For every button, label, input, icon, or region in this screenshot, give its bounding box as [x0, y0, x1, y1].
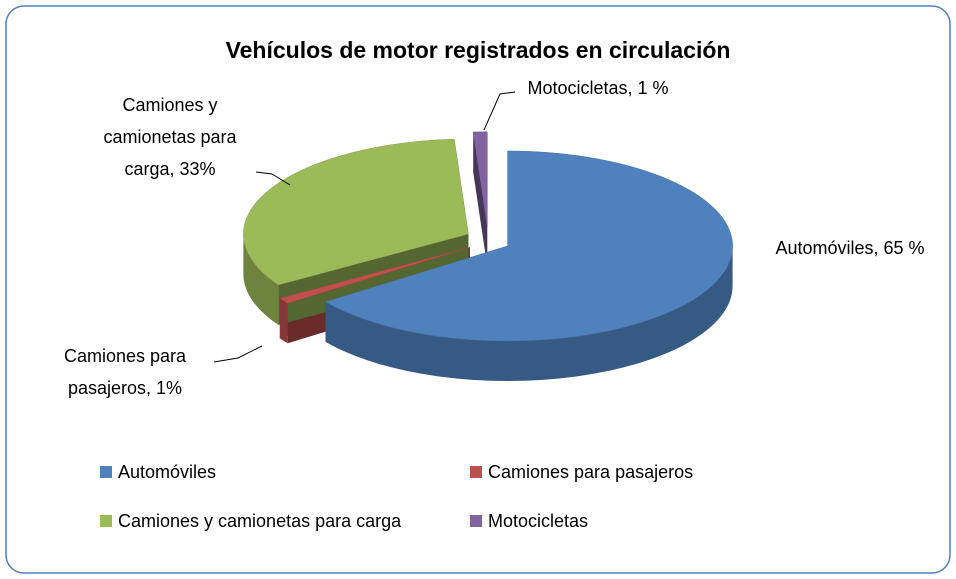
legend-swatch: [470, 466, 482, 478]
legend-item: Motocicletas: [470, 509, 588, 533]
legend-swatch: [100, 466, 112, 478]
leader-line: [483, 91, 516, 131]
legend-label: Motocicletas: [488, 511, 589, 531]
legend-swatch: [470, 515, 482, 527]
slice: [243, 138, 469, 286]
data-label: Camiones y camionetas para carga, 33%: [103, 95, 237, 179]
legend-label: Camiones y camionetas para carga: [118, 511, 402, 531]
legend-item: Camiones para pasajeros: [470, 460, 693, 484]
legend-item: Camiones y camionetas para carga: [100, 509, 401, 533]
pie: [243, 131, 733, 381]
slice: [279, 247, 470, 304]
slice-side: [279, 298, 288, 344]
legend-item: Automóviles: [100, 460, 216, 484]
legend-label: Camiones para pasajeros: [488, 462, 694, 482]
data-label: Camiones para pasajeros, 1%: [63, 346, 187, 398]
legend-label: Automóviles: [118, 462, 217, 482]
slice-side: [325, 245, 733, 381]
data-label: Automóviles, 65 %: [775, 238, 925, 258]
slice: [472, 131, 488, 227]
slice-cut: [473, 131, 488, 267]
slice: [324, 150, 733, 342]
data-label: Motocicletas, 1 %: [527, 78, 669, 98]
leader-line: [255, 171, 291, 186]
legend-swatch: [100, 515, 112, 527]
slice-side: [243, 234, 279, 325]
chart-title: Vehículos de motor registrados en circul…: [226, 37, 731, 63]
leader-line: [213, 345, 263, 363]
